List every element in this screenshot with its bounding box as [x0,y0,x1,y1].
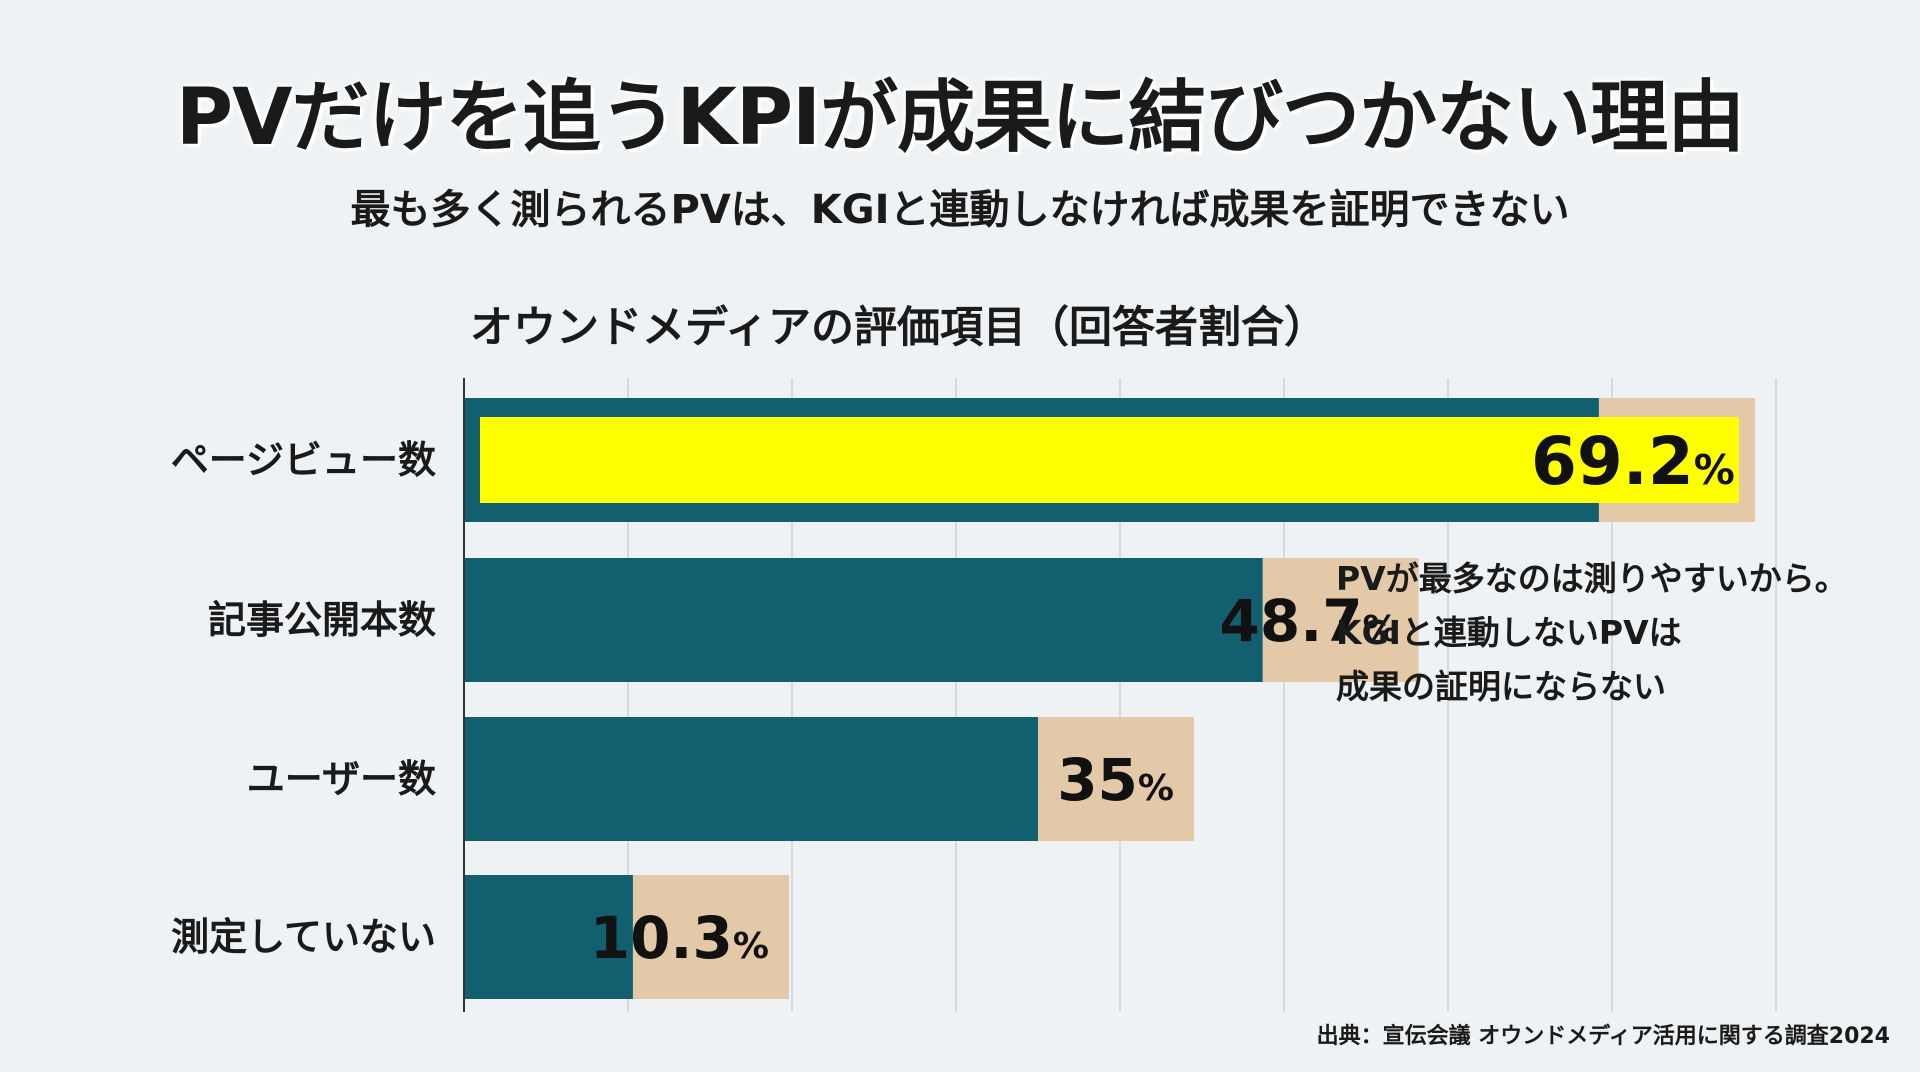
bar [464,875,633,999]
page-subtitle: 最も多く測られるPVは、KGIと連動しなければ成果を証明できない [350,187,1570,233]
bar-label-background [1262,558,1419,682]
annotation-line: PVが最多なのは測りやすいから。 [1336,559,1848,598]
bar-label-background [632,875,789,999]
bar [464,558,1263,682]
bar [464,717,1038,841]
category-label: 測定していない [171,915,436,959]
value-unit: % [1694,446,1735,494]
annotation-line: KGIと連動しないPVは [1336,613,1682,652]
annotation-line: 成果の証明にならない [1336,667,1666,706]
category-label: ページビュー数 [171,438,436,482]
bar-highlight [480,417,1739,503]
value-unit: % [1363,609,1399,650]
source-note: 出典：宣伝会議 オウンドメディア活用に関する調査2024 [1316,1024,1890,1049]
bar-label-background [1038,717,1194,841]
category-label: 記事公開本数 [208,598,436,642]
value-label: 69.2% [1531,423,1735,500]
annotation-callout: PVが最多なのは測りやすいから。 KGIと連動しないPVは 成果の証明にならない [1336,552,1896,714]
page-title: PVだけを追うKPIが成果に結びつかない理由 [175,73,1745,163]
value-unit: % [733,926,769,967]
category-label: ユーザー数 [247,757,436,801]
value-unit: % [1138,768,1174,809]
chart-title: オウンドメディアの評価項目（回答者割合） [470,303,1327,353]
